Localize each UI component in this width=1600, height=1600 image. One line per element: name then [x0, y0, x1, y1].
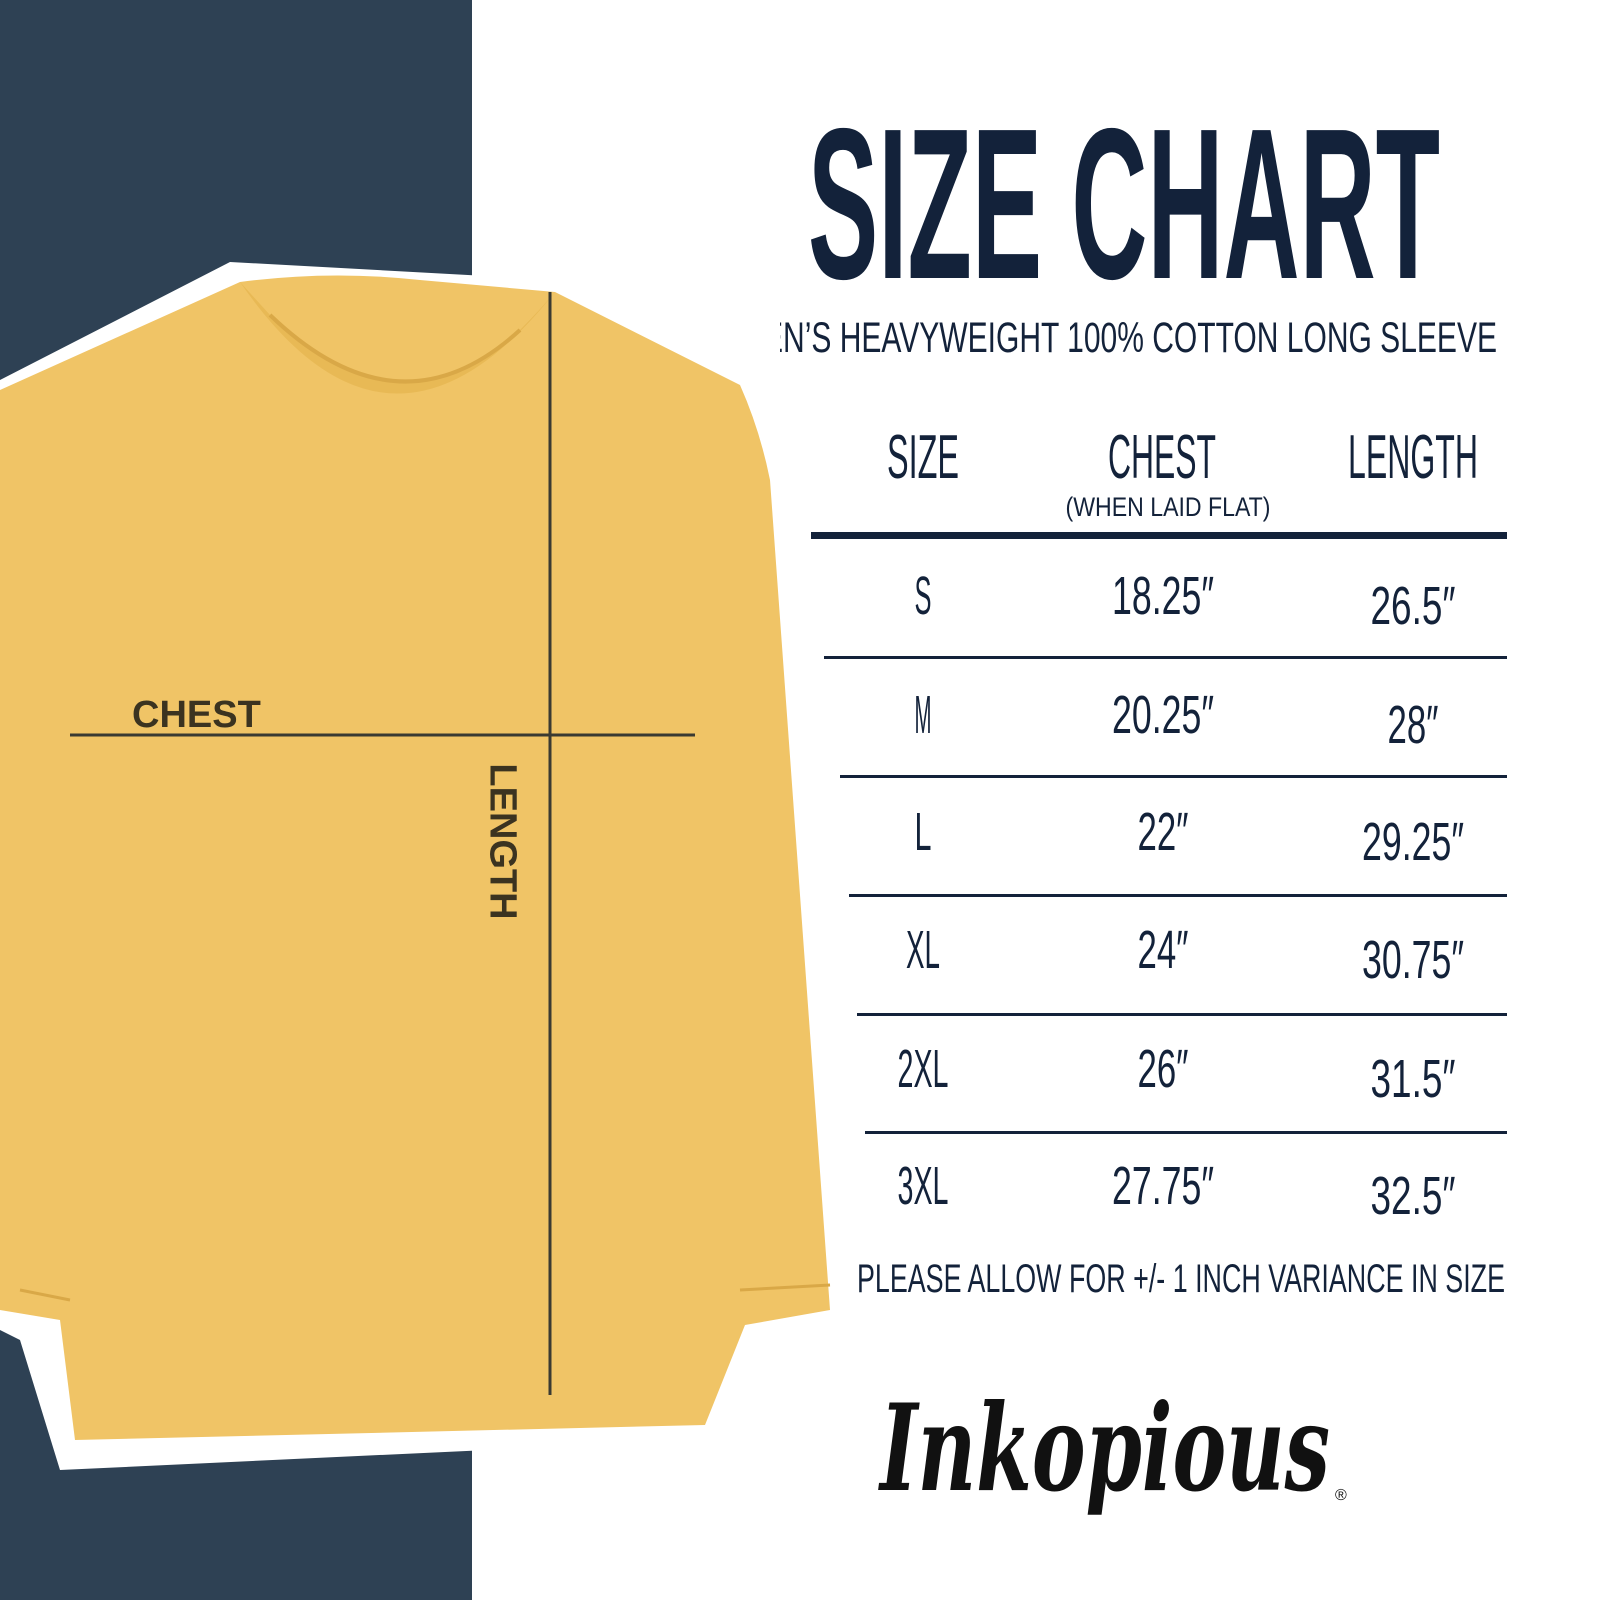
variance-note: PLEASE ALLOW FOR +/- 1 INCH VARIANCE IN …: [857, 1257, 1505, 1301]
cell-chest: 27.75″: [1112, 1156, 1214, 1216]
cell-chest: 26″: [1138, 1039, 1189, 1099]
shirt-body: [0, 275, 830, 1440]
row-divider: [849, 894, 1507, 897]
chest-label: CHEST: [132, 694, 261, 736]
table-header: SIZE CHEST (WHEN LAID FLAT) LENGTH: [887, 423, 1478, 522]
cell-chest: 20.25″: [1112, 685, 1214, 745]
cell-size: XL: [906, 920, 940, 980]
header-length: LENGTH: [1348, 423, 1478, 492]
svg-text:®: ®: [1335, 1487, 1347, 1504]
cell-length: 28″: [1388, 695, 1439, 755]
page-title: SIZE CHART: [808, 83, 1440, 324]
cell-length: 26.5″: [1371, 576, 1456, 636]
header-size: SIZE: [887, 423, 959, 492]
cell-size: L: [915, 802, 932, 862]
cell-length: 29.25″: [1362, 812, 1464, 872]
svg-text:Inkopious: Inkopious: [878, 1378, 1330, 1519]
cell-size: M: [915, 685, 932, 745]
row-divider: [824, 656, 1507, 659]
row-divider: [840, 775, 1507, 778]
row-divider: [865, 1131, 1507, 1134]
table-row: 2XL 26″ 31.5″: [865, 1039, 1507, 1134]
cell-length: 31.5″: [1371, 1049, 1456, 1109]
cell-chest: 18.25″: [1112, 566, 1214, 626]
cell-length: 32.5″: [1371, 1166, 1456, 1226]
shirt-collar: [240, 282, 555, 394]
product-subtitle: MEN’S HEAVYWEIGHT 100% COTTON LONG SLEEV…: [780, 314, 1497, 362]
cell-size: S: [915, 566, 932, 626]
header-chest-note: (WHEN LAID FLAT): [1066, 492, 1271, 522]
size-chart-panel: SIZE CHART MEN’S HEAVYWEIGHT 100% COTTON…: [780, 83, 1507, 1519]
table-row: M 20.25″ 28″: [840, 685, 1507, 778]
length-label: LENGTH: [481, 763, 524, 920]
cell-length: 30.75″: [1362, 930, 1464, 990]
cell-chest: 24″: [1138, 920, 1189, 980]
table-row: XL 24″ 30.75″: [857, 920, 1507, 1016]
table-row: L 22″ 29.25″: [849, 802, 1507, 897]
header-chest: CHEST: [1108, 423, 1216, 492]
shirt-diagram: [0, 262, 850, 1470]
size-table: S 18.25″ 26.5″ M 20.25″ 28″ L 22″ 29.25″ XL 24″ 30.…: [824, 566, 1507, 1226]
table-row: S 18.25″ 26.5″: [824, 566, 1507, 659]
cell-size: 2XL: [898, 1039, 949, 1099]
header-divider: [811, 532, 1507, 539]
table-row: 3XL 27.75″ 32.5″: [898, 1156, 1456, 1226]
brand-logo: Inkopious ®: [878, 1378, 1347, 1519]
cell-chest: 22″: [1138, 802, 1189, 862]
cell-size: 3XL: [898, 1156, 949, 1216]
row-divider: [857, 1013, 1507, 1016]
